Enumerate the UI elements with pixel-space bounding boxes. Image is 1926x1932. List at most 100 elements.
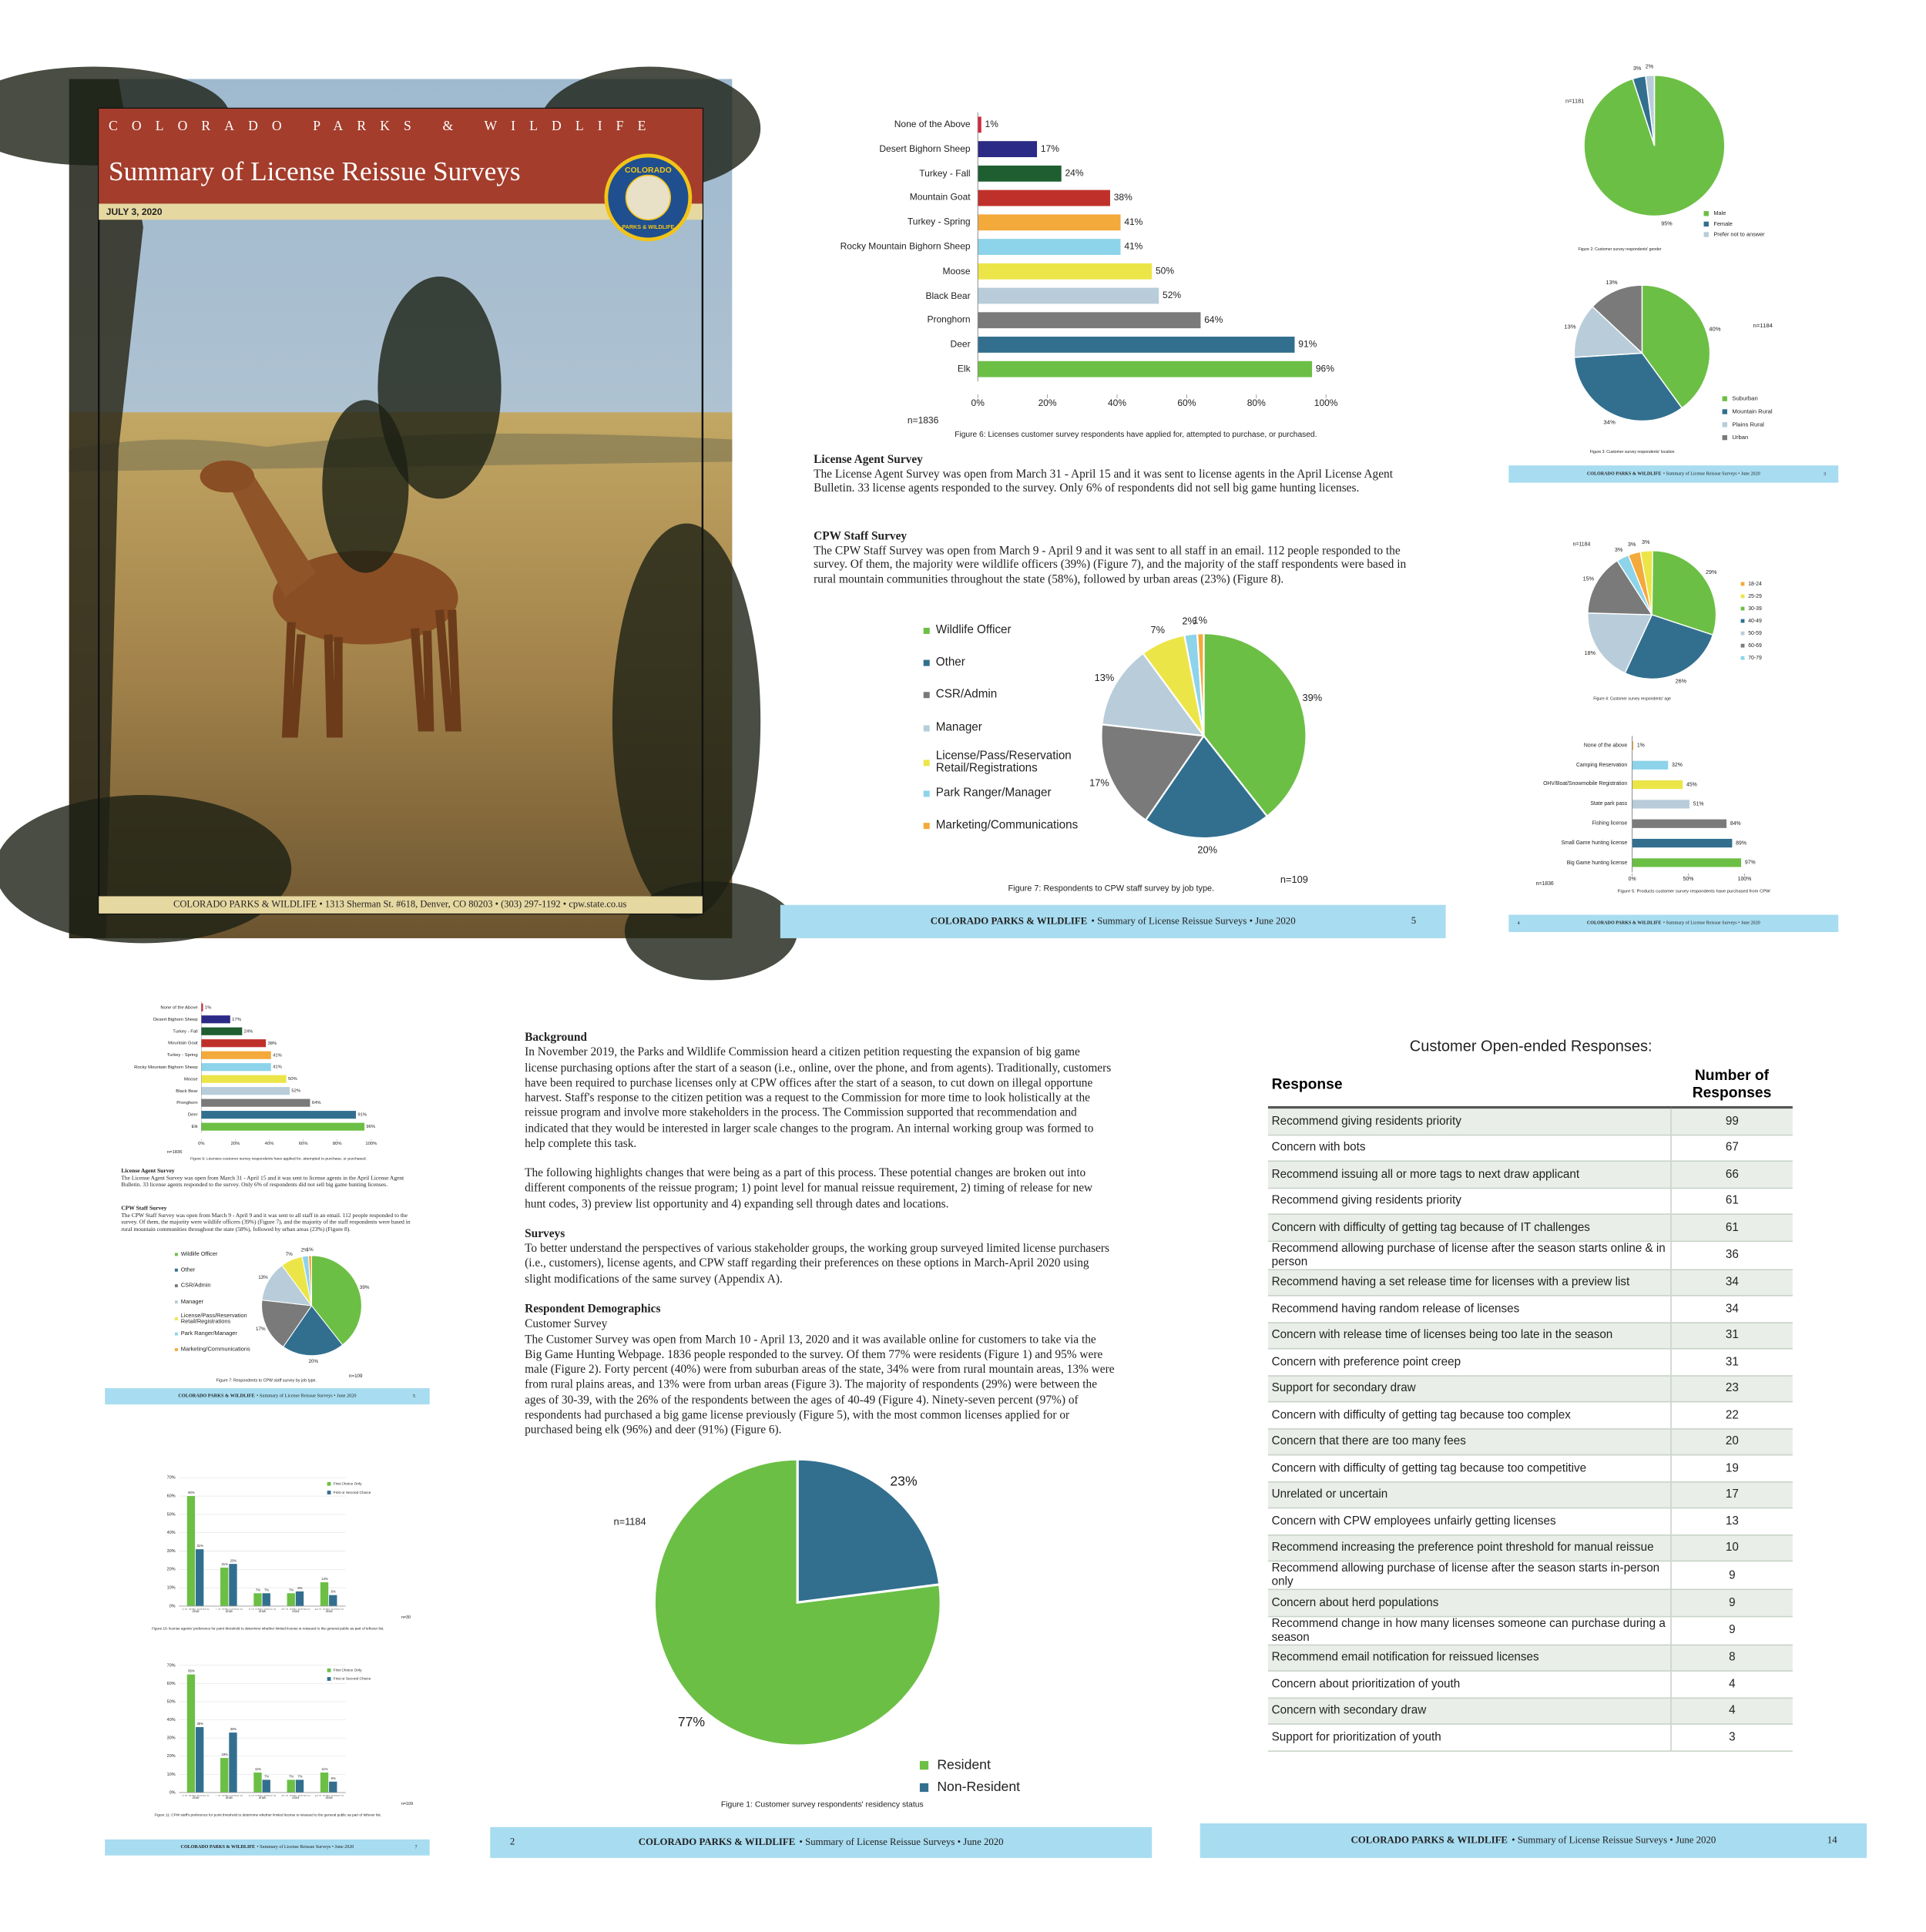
text-block: Rocky Mountain Bighorn Sheep (132, 1061, 198, 1072)
category-label: Desert Bighorn Sheep (879, 143, 971, 155)
title-banner (99, 109, 703, 204)
pie-slice (307, 1255, 313, 1306)
data-label: 36% (196, 1722, 203, 1726)
legend-label: Mountain Rural (1732, 408, 1772, 414)
bar (978, 337, 1295, 353)
text-frame: Turkey - Spring (167, 1052, 198, 1057)
footer-title: • Summary of License Reissue Surveys • J… (799, 1836, 1003, 1847)
data-label: 38% (1114, 192, 1132, 203)
legend-swatch (923, 725, 930, 732)
bar (201, 1087, 290, 1095)
bar (978, 361, 1313, 377)
page: None of the Above 1% Desert Bighorn Sheep 1… (105, 1001, 430, 1405)
text-block: Turkey - Spring (834, 210, 971, 235)
figure-caption: Figure 2: Customer survey respondents' g… (1579, 247, 1662, 252)
text-block: Marketing/Communications (181, 1342, 260, 1357)
text-block: 14 or fewer points to draw (279, 1608, 312, 1615)
data-label: 20% (309, 1359, 319, 1364)
x-tick-label: 20% (1038, 397, 1057, 408)
pie-slice (1651, 550, 1717, 636)
table-row: Concern with secondary draw 4 (1267, 1697, 1793, 1725)
table-row: Concern about herd populations 9 (1267, 1589, 1793, 1617)
legend-label: License/Pass/Reservation Retail/Registra… (180, 1312, 247, 1325)
legend-swatch (1740, 606, 1745, 611)
data-label: 2% (301, 1247, 308, 1253)
text-block: CPW Staff Survey The CPW Staff Survey was… (814, 529, 1412, 587)
text-frame: OHV/Boat/Snowmobile Registration (1541, 775, 1627, 794)
response-cell: Support for secondary draw (1267, 1375, 1672, 1403)
footer-title: • Summary of License Reissue Surveys • J… (1663, 921, 1760, 926)
response-cell: Recommend increasing the preference poin… (1267, 1534, 1672, 1562)
page-number: 5 (413, 1394, 415, 1399)
legend-label: Female (1713, 220, 1733, 227)
page: 0%10%20%30%40%50%60%70%60%31%6 or fewer … (105, 1476, 430, 1856)
text-frame: Other (936, 656, 965, 669)
deer-head (200, 460, 255, 493)
text-block: Big Game hunting license (1541, 853, 1627, 872)
legend-swatch (174, 1348, 178, 1351)
figure-caption: Figure 10: license agents' preference fo… (152, 1627, 384, 1631)
bar (201, 1039, 267, 1048)
text-block: OHV/Boat/Snowmobile Registration (1541, 775, 1627, 794)
table-row: Concern about prioritization of youth 4 (1267, 1671, 1793, 1699)
data-label: 13% (1606, 279, 1618, 286)
legend-swatch (174, 1284, 178, 1288)
logo-text: PARKS & WILDLIFE (622, 223, 674, 230)
data-label: 17% (1041, 143, 1059, 154)
category-label: Rocky Mountain Bighorn Sheep (134, 1064, 198, 1070)
data-label: 84% (1730, 821, 1741, 827)
legend-label: 70-79 (1748, 656, 1762, 661)
bar (253, 1593, 262, 1606)
text-frame: State park pass (1590, 800, 1627, 806)
bar (320, 1581, 329, 1606)
footer-band (1200, 1823, 1867, 1858)
category-label: 14 or fewer points to draw (280, 1794, 310, 1801)
page: None of the Above 1% Desert Bighorn Sheep 1… (780, 112, 1446, 938)
data-label: 95% (1661, 220, 1673, 226)
text-frame: 19 or fewer points to draw (314, 1794, 344, 1800)
legend-swatch (1703, 232, 1709, 237)
table-row: Concern with release time of licenses be… (1267, 1322, 1793, 1350)
data-label: 1% (1637, 743, 1645, 749)
category-label: 8 or fewer points to draw (248, 1608, 277, 1615)
category-label: OHV/Boat/Snowmobile Registration (1543, 780, 1628, 787)
text-block: License Agent Survey The License Agent Su… (121, 1168, 413, 1189)
text-frame: None of the Above (894, 119, 971, 129)
bar (978, 165, 1062, 182)
data-label: 38% (267, 1041, 277, 1046)
sample-size: n=1184 (1753, 322, 1773, 329)
bar (201, 1027, 243, 1035)
text-frame: 6 or fewer points to draw (182, 1608, 209, 1614)
paragraph: The Customer Survey was open from March … (525, 1332, 1115, 1437)
data-label: 23% (890, 1474, 918, 1489)
y-tick-label: 70% (167, 1476, 176, 1481)
text-frame: Turkey - Fall (173, 1028, 197, 1033)
y-tick-label: 0% (169, 1790, 176, 1795)
text-block: Elk (132, 1121, 198, 1132)
text-frame: CSR/Admin (936, 687, 998, 700)
text-frame: Marketing/Communications (936, 818, 1078, 831)
text-block: Elk (834, 357, 971, 381)
category-label: Turkey - Fall (919, 167, 971, 179)
section-heading: CPW Staff Survey (814, 529, 908, 544)
table-row: Unrelated or uncertain 17 (1267, 1481, 1793, 1509)
date-band (99, 203, 703, 220)
data-label: 7% (1150, 624, 1165, 636)
data-label: 91% (357, 1113, 367, 1118)
table-row: Concern with difficulty of getting tag b… (1267, 1214, 1793, 1242)
text-block: Background In November 2019, the Parks an… (525, 1031, 1115, 1438)
text-frame: Park Ranger/Manager (181, 1326, 260, 1341)
legend-swatch (174, 1300, 178, 1304)
y-tick-label: 40% (167, 1531, 176, 1535)
data-label: 39% (360, 1285, 370, 1290)
text-block: Mountain Goat (132, 1037, 197, 1048)
text-frame: 19 or fewer points to draw (314, 1608, 344, 1615)
text-frame: 14 or fewer points to draw (280, 1794, 310, 1801)
bar (201, 1098, 310, 1107)
category-label: Elk (191, 1123, 198, 1129)
text-frame: Elk (132, 1121, 198, 1132)
category-label: 19 or fewer points to draw (314, 1608, 344, 1615)
text-block: Park Ranger/Manager (181, 1326, 260, 1341)
